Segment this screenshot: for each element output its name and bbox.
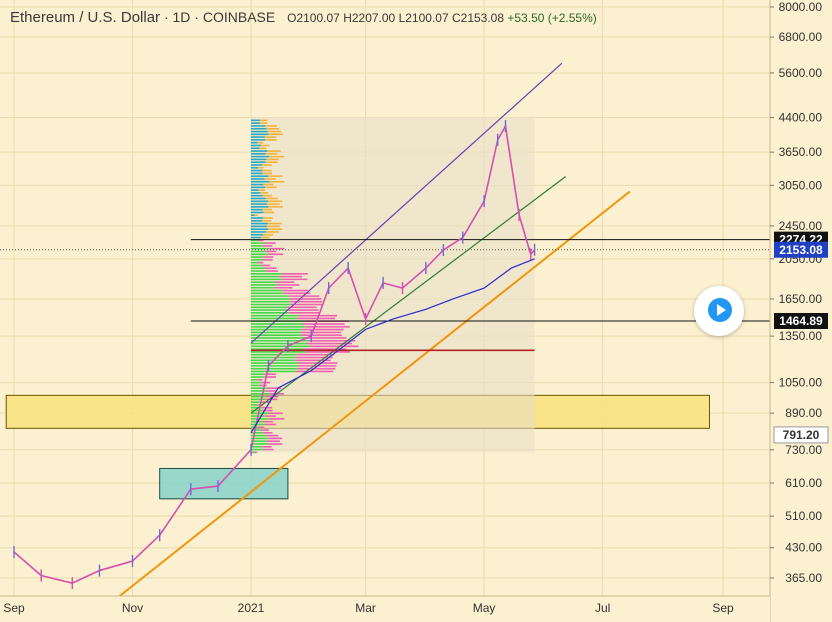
y-tick-label: 4400.00 bbox=[779, 111, 823, 125]
y-tick-label: 6800.00 bbox=[779, 30, 823, 44]
x-tick-label: Sep bbox=[3, 601, 25, 615]
y-tick-label: 2450.00 bbox=[779, 219, 823, 233]
ohlc-values: O2100.07 H2207.00 L2100.07 C2153.08 +53.… bbox=[287, 11, 597, 25]
y-tick-label: 510.00 bbox=[785, 509, 822, 523]
support-line bbox=[118, 190, 631, 598]
y-tick-label: 1050.00 bbox=[779, 376, 823, 390]
y-tick-label: 730.00 bbox=[785, 443, 822, 457]
y-tick-label: 8000.00 bbox=[779, 0, 823, 14]
low-value: L2100.07 bbox=[398, 11, 449, 25]
change-value: +53.50 (+2.55%) bbox=[507, 11, 597, 25]
upper-channel bbox=[250, 62, 563, 344]
y-tick-label: 430.00 bbox=[785, 541, 822, 555]
play-button[interactable] bbox=[694, 286, 744, 336]
x-tick-label: Mar bbox=[355, 601, 376, 615]
zones bbox=[5, 117, 710, 500]
y-tick-label: 3650.00 bbox=[779, 145, 823, 159]
price-axis-background bbox=[770, 0, 832, 622]
price-label: 1464.89 bbox=[779, 314, 823, 328]
x-tick-label: Sep bbox=[712, 601, 734, 615]
legend-separator: · bbox=[194, 9, 203, 25]
price-label: 791.20 bbox=[783, 428, 820, 442]
vwap-line bbox=[250, 258, 535, 434]
y-tick-label: 3050.00 bbox=[779, 178, 823, 192]
price-series bbox=[13, 120, 536, 590]
open-value: O2100.07 bbox=[287, 11, 340, 25]
teal-zone bbox=[159, 467, 289, 500]
price-axis[interactable]: 8000.00 6800.00 5600.00 4400.00 3650.00 3050.… bbox=[769, 0, 832, 622]
time-axis-background bbox=[0, 596, 770, 622]
price-label-box bbox=[774, 312, 828, 329]
legend-separator: · bbox=[163, 9, 173, 25]
y-tick-label: 5600.00 bbox=[779, 66, 823, 80]
close-value: C2153.08 bbox=[451, 11, 505, 25]
y-tick-label: 890.00 bbox=[785, 406, 822, 420]
y-tick-label: 610.00 bbox=[785, 476, 822, 490]
interval-label[interactable]: 1D bbox=[172, 9, 191, 25]
x-tick-label: May bbox=[473, 601, 496, 615]
lower-channel bbox=[250, 175, 567, 414]
price-label: 2153.08 bbox=[779, 243, 823, 257]
x-tick-label: Jul bbox=[595, 601, 610, 615]
time-axis[interactable]: Sep Nov 2021 Mar May Jul Sep bbox=[0, 595, 770, 622]
volume-profile bbox=[251, 119, 359, 454]
y-tick-label: 1350.00 bbox=[779, 329, 823, 343]
x-tick-label: Nov bbox=[122, 601, 143, 615]
chart-legend: Ethereum / U.S. Dollar · 1D · COINBASE O… bbox=[10, 9, 597, 26]
price-label-box bbox=[774, 241, 828, 258]
play-icon bbox=[708, 298, 732, 322]
price-line bbox=[13, 123, 536, 584]
symbol-name: Ethereum / U.S. Dollar bbox=[10, 9, 161, 26]
x-tick-label: 2021 bbox=[238, 601, 265, 615]
exchange-label: COINBASE bbox=[202, 9, 276, 25]
y-tick-label: 1650.00 bbox=[779, 292, 823, 306]
high-value: H2207.00 bbox=[343, 11, 396, 25]
price-label-box bbox=[773, 426, 829, 444]
y-tick-label: 365.00 bbox=[785, 571, 822, 585]
